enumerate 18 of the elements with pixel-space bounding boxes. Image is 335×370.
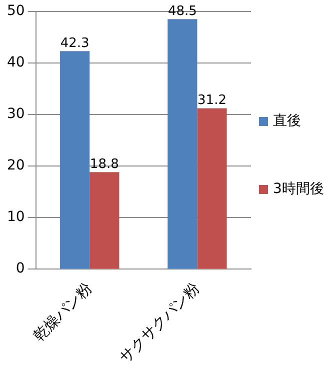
x-tick-label: サクサクパン粉 (116, 279, 203, 366)
x-tick-label: 乾燥パン粉 (29, 279, 96, 345)
y-tick-label: 10 (6, 209, 25, 226)
y-tick-label: 30 (6, 106, 25, 122)
y-tick-label: 20 (6, 158, 25, 174)
bar (90, 172, 120, 269)
y-tick-label: 40 (6, 54, 25, 71)
data-label: 18.8 (90, 157, 119, 172)
bar (168, 19, 198, 269)
y-tick-label: 50 (6, 3, 25, 20)
bar (60, 51, 90, 269)
data-label: 42.3 (60, 36, 90, 51)
y-tick-label: 0 (16, 260, 25, 277)
legend-label: 3時間後 (273, 180, 324, 198)
data-label: 48.5 (168, 4, 197, 20)
legend-label: 直後 (273, 112, 301, 130)
data-label: 31.2 (198, 93, 226, 108)
bar (197, 108, 227, 269)
